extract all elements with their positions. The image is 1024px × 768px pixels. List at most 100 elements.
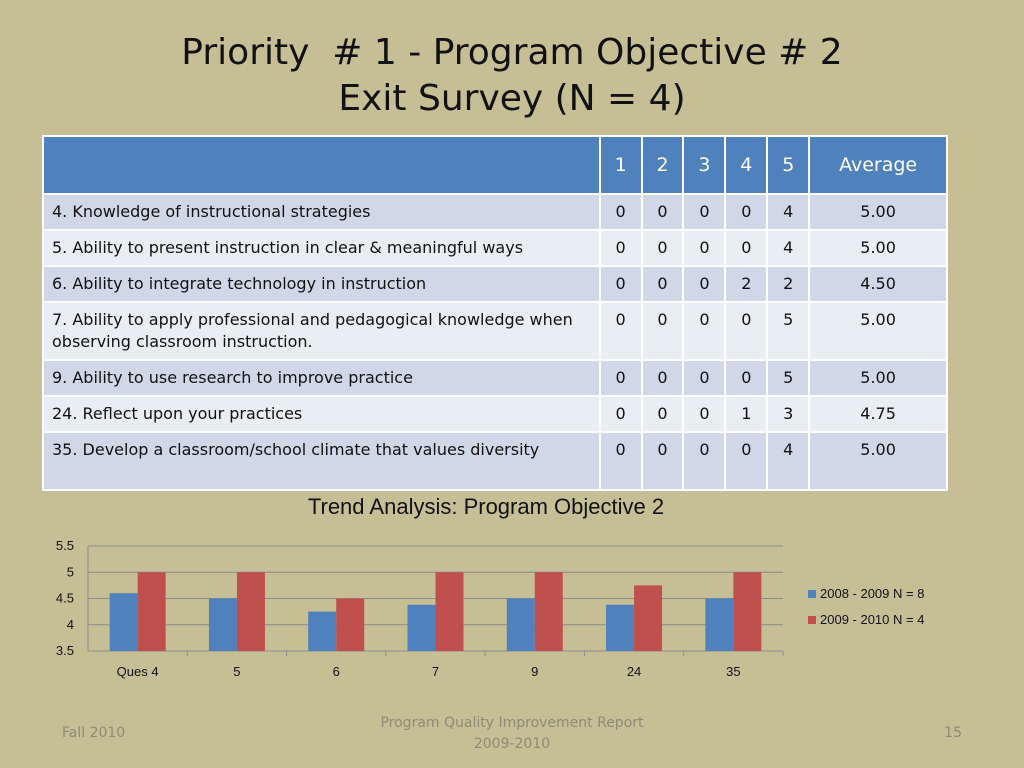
x-tick-label: Ques 4 xyxy=(117,664,159,679)
bar-series2 xyxy=(435,572,464,651)
average-value: 4.75 xyxy=(808,395,948,433)
x-tick-label: 35 xyxy=(726,664,740,679)
footer-report-title: Program Quality Improvement Report 2009-… xyxy=(372,713,652,755)
count-1: 0 xyxy=(598,265,643,303)
table-row: 35. Develop a classroom/school climate t… xyxy=(42,431,948,491)
row-label: 24. Reflect upon your practices xyxy=(42,395,601,433)
row-label: 6. Ability to integrate technology in in… xyxy=(42,265,601,303)
average-value: 5.00 xyxy=(808,431,948,491)
average-value: 5.00 xyxy=(808,193,948,231)
header-cell-5: 5 xyxy=(766,135,811,195)
header-cell-3: 3 xyxy=(682,135,727,195)
header-cell-item xyxy=(42,135,601,195)
count-3: 0 xyxy=(682,229,727,267)
row-label: 9. Ability to use research to improve pr… xyxy=(42,359,601,397)
count-1: 0 xyxy=(598,193,643,231)
y-tick-label: 4 xyxy=(67,617,74,632)
bar-series2 xyxy=(236,572,265,651)
count-4: 2 xyxy=(724,265,769,303)
count-3: 0 xyxy=(682,193,727,231)
y-tick-label: 4.5 xyxy=(56,591,74,606)
count-2: 0 xyxy=(640,359,685,397)
count-4: 0 xyxy=(724,301,769,361)
y-tick-label: 3.5 xyxy=(56,643,74,658)
bar-series1 xyxy=(308,611,337,651)
count-1: 0 xyxy=(598,431,643,491)
bar-series2 xyxy=(137,572,166,651)
x-tick-label: 6 xyxy=(333,664,340,679)
slide-title: Priority # 1 - Program Objective # 2 Exi… xyxy=(0,30,1024,122)
row-label: 7. Ability to apply professional and ped… xyxy=(42,301,601,361)
bar-series1 xyxy=(109,593,138,651)
footer-report-line2: 2009-2010 xyxy=(473,736,551,752)
table-row: 4. Knowledge of instructional strategies… xyxy=(42,193,948,231)
count-2: 0 xyxy=(640,395,685,433)
table-row: 9. Ability to use research to improve pr… xyxy=(42,359,948,397)
count-1: 0 xyxy=(598,229,643,267)
page-number: 15 xyxy=(944,725,962,741)
table-header-row: 1 2 3 4 5 Average xyxy=(42,135,948,195)
average-value: 5.00 xyxy=(808,229,948,267)
count-4: 0 xyxy=(724,229,769,267)
count-5: 5 xyxy=(766,301,811,361)
bar-series2 xyxy=(733,572,762,651)
count-1: 0 xyxy=(598,395,643,433)
bar-series1 xyxy=(407,604,436,651)
bar-series1 xyxy=(506,598,535,651)
x-tick-label: 7 xyxy=(432,664,439,679)
header-cell-average: Average xyxy=(808,135,948,195)
y-tick-label: 5.5 xyxy=(56,538,74,553)
header-cell-1: 1 xyxy=(598,135,643,195)
table-row: 5. Ability to present instruction in cle… xyxy=(42,229,948,267)
bar-series1 xyxy=(705,598,734,651)
count-5: 3 xyxy=(766,395,811,433)
bar-series1 xyxy=(208,598,237,651)
table-row: 24. Reflect upon your practices 0 0 0 1 3 4.75 xyxy=(42,395,948,433)
header-cell-4: 4 xyxy=(724,135,769,195)
row-label: 35. Develop a classroom/school climate t… xyxy=(42,431,601,491)
count-2: 0 xyxy=(640,301,685,361)
average-value: 5.00 xyxy=(808,359,948,397)
legend-label: 2008 - 2009 N = 8 xyxy=(820,586,924,601)
row-label: 4. Knowledge of instructional strategies xyxy=(42,193,601,231)
row-label: 5. Ability to present instruction in cle… xyxy=(42,229,601,267)
count-1: 0 xyxy=(598,301,643,361)
count-2: 0 xyxy=(640,229,685,267)
slide-title-line2: Exit Survey (N = 4) xyxy=(338,78,686,119)
count-1: 0 xyxy=(598,359,643,397)
count-3: 0 xyxy=(682,431,727,491)
average-value: 4.50 xyxy=(808,265,948,303)
count-2: 0 xyxy=(640,265,685,303)
count-5: 4 xyxy=(766,193,811,231)
slide-title-line1: Priority # 1 - Program Objective # 2 xyxy=(181,32,843,73)
x-tick-label: 24 xyxy=(627,664,641,679)
table-row: 7. Ability to apply professional and ped… xyxy=(42,301,948,361)
trend-chart: 3.5 4 4.5 5 5.5 Ques 4 5 6 7 9 24 35 2008 - 2009 N =… xyxy=(56,538,925,679)
count-5: 2 xyxy=(766,265,811,303)
legend-swatch xyxy=(808,616,816,624)
x-tick-label: 9 xyxy=(531,664,538,679)
header-cell-2: 2 xyxy=(640,135,685,195)
table-row: 6. Ability to integrate technology in in… xyxy=(42,265,948,303)
count-4: 0 xyxy=(724,359,769,397)
count-3: 0 xyxy=(682,265,727,303)
count-3: 0 xyxy=(682,395,727,433)
count-3: 0 xyxy=(682,359,727,397)
x-tick-label: 5 xyxy=(233,664,240,679)
legend-swatch xyxy=(808,590,816,598)
bar-series1 xyxy=(606,604,635,651)
footer-report-line1: Program Quality Improvement Report xyxy=(380,715,644,731)
count-5: 4 xyxy=(766,229,811,267)
count-5: 5 xyxy=(766,359,811,397)
count-4: 0 xyxy=(724,193,769,231)
count-3: 0 xyxy=(682,301,727,361)
chart-title: Trend Analysis: Program Objective 2 xyxy=(307,494,665,519)
bar-series2 xyxy=(634,585,663,651)
bar-series2 xyxy=(534,572,563,651)
average-value: 5.00 xyxy=(808,301,948,361)
count-2: 0 xyxy=(640,431,685,491)
count-4: 0 xyxy=(724,431,769,491)
legend-label: 2009 - 2010 N = 4 xyxy=(820,612,924,627)
count-4: 1 xyxy=(724,395,769,433)
y-tick-label: 5 xyxy=(67,564,74,579)
